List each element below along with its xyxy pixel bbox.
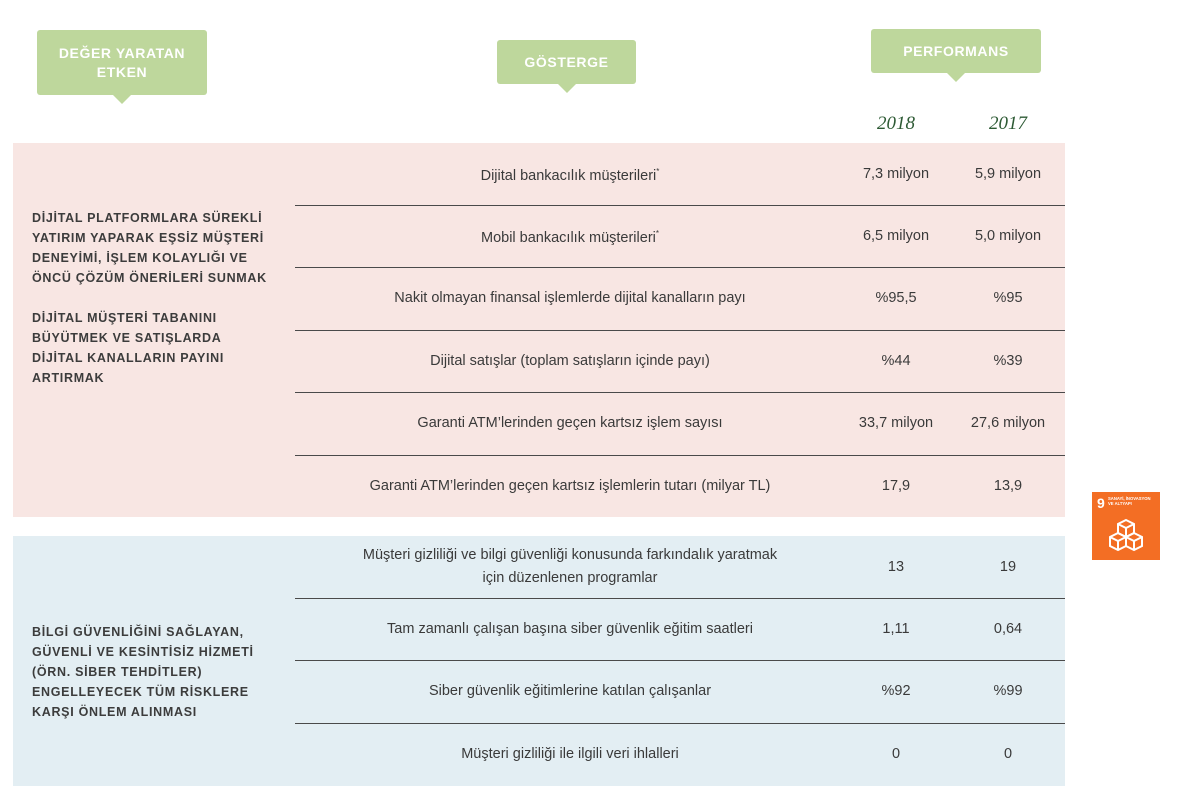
value-cell: %39 xyxy=(993,352,1023,369)
value-cell: 0 xyxy=(891,745,901,762)
table-row: Garanti ATM’lerinden geçen kartsız işlem… xyxy=(295,455,1065,517)
driver-line: ÖNCÜ ÇÖZÜM ÖNERİLERİ SUNMAK xyxy=(32,271,267,285)
indicator: Siber güvenlik eğitimlerine katılan çalı… xyxy=(428,683,712,700)
driver-line: GÜVENLİ VE KESİNTİSİZ HİZMETİ xyxy=(32,645,254,659)
table-row: Müşteri gizliliği ile ilgili veri ihlall… xyxy=(295,723,1065,785)
driver-line: ENGELLEYECEK TÜM RİSKLERE xyxy=(32,685,249,699)
value-cell: %92 xyxy=(881,683,911,700)
indicator: Müşteri gizliliği ile ilgili veri ihlall… xyxy=(461,745,679,762)
section: DİJİTAL PLATFORMLARA SÜREKLİ YATIRIM YAPA… xyxy=(13,143,1065,518)
indicator-text: Siber güvenlik eğitimlerine katılan çalı… xyxy=(429,680,711,703)
indicator: Mobil bankacılık müşterileri xyxy=(481,230,656,247)
indicator-cell: Nakit olmayan finansal işlemlerde dijita… xyxy=(335,268,805,330)
indicator: Tam zamanlı çalışan başına siber güvenli… xyxy=(387,620,753,637)
indicator-text: Nakit olmayan finansal işlemlerde dijita… xyxy=(394,287,745,310)
footnote-mark: * xyxy=(656,167,660,177)
table-row: Dijital bankacılık müşterileri* 7,3 milyo… xyxy=(295,143,1065,206)
indicator-text: Tam zamanlı çalışan başına siber güvenli… xyxy=(387,618,753,641)
driver-line: (ÖRN. SİBER TEHDİTLER) xyxy=(32,665,203,679)
driver-paragraph: BİLGİ GÜVENLİĞİNİ SAĞLAYAN, GÜVENLİ VE KE… xyxy=(32,622,254,722)
indicator-cell: Müşteri gizliliği ve bilgi güvenliği kon… xyxy=(335,536,805,598)
value-cell: 1,11 xyxy=(882,620,910,637)
value-cell: %95,5 xyxy=(875,290,917,307)
header-line: DEĞER YARATAN xyxy=(58,44,186,61)
value-cell: 5,0 milyon xyxy=(974,227,1042,244)
year: 2018 xyxy=(877,113,915,134)
indicator-header: GÖSTERGE xyxy=(497,40,636,93)
indicator-cell: Tam zamanlı çalışan başına siber güvenli… xyxy=(335,598,805,660)
table-row: Siber güvenlik eğitimlerine katılan çalı… xyxy=(295,661,1065,724)
value-cell: 17,9 xyxy=(881,477,911,494)
indicator: Dijital bankacılık müşterileri xyxy=(480,167,657,184)
driver-paragraph: DİJİTAL PLATFORMLARA SÜREKLİ YATIRIM YAPA… xyxy=(32,208,267,288)
indicator-cell: Müşteri gizliliği ile ilgili veri ihlall… xyxy=(335,723,805,785)
table-row: Mobil bankacılık müşterileri* 6,5 milyon 5… xyxy=(295,205,1065,269)
driver-line: ARTIRMAK xyxy=(32,371,105,385)
driver-line: BİLGİ GÜVENLİĞİNİ SAĞLAYAN, xyxy=(32,625,244,639)
table-row: Garanti ATM’lerinden geçen kartsız işlem… xyxy=(295,393,1065,456)
indicator-text: Garanti ATM’lerinden geçen kartsız işlem… xyxy=(417,412,722,435)
badge-graphic: 9 SANAYİ, İNOVASYON VE ALTYAPI xyxy=(1097,495,1151,552)
driver-header: DEĞER YARATAN ETKEN xyxy=(37,30,207,104)
value-cell: 6,5 milyon xyxy=(862,227,930,244)
value-cell: 7,3 milyon xyxy=(862,165,930,182)
value-cell: 33,7 milyon xyxy=(858,415,934,432)
header-line: ETKEN xyxy=(96,63,148,80)
value-cell: %95 xyxy=(993,290,1023,307)
table-row: Dijital satışlar (toplam satışların için… xyxy=(295,330,1065,394)
value-cell: 0 xyxy=(1003,745,1013,762)
indicator: Müşteri gizliliği ve bilgi güvenliği kon… xyxy=(362,547,778,586)
driver-line: YATIRIM YAPARAK EŞSİZ MÜŞTERİ xyxy=(32,231,264,245)
indicator-text: Dijital satışlar (toplam satışların için… xyxy=(430,350,710,373)
value-cell: 19 xyxy=(999,558,1017,575)
badge-number: 9 xyxy=(1097,495,1105,511)
badge-label: SANAYİ, İNOVASYON xyxy=(1108,496,1151,501)
indicator: Garanti ATM’lerinden geçen kartsız işlem… xyxy=(369,477,771,494)
value-cell: 13 xyxy=(887,558,905,575)
table-row: Tam zamanlı çalışan başına siber güvenli… xyxy=(295,598,1065,662)
indicator-text: Mobil bankacılık müşterileri* xyxy=(481,222,659,250)
indicator: Garanti ATM’lerinden geçen kartsız işlem… xyxy=(417,415,723,432)
indicator-text: Müşteri gizliliği ve bilgi güvenliği kon… xyxy=(360,544,780,590)
footnote-mark: * xyxy=(655,229,659,239)
year: 2017 xyxy=(989,113,1027,134)
value-driver: DİJİTAL PLATFORMLARA SÜREKLİ YATIRIM YAPA… xyxy=(32,208,267,408)
driver-line: DİJİTAL PLATFORMLARA SÜREKLİ xyxy=(32,211,263,225)
sdg-badge: 9 SANAYİ, İNOVASYON VE ALTYAPI xyxy=(1092,492,1160,560)
value-cell: %99 xyxy=(993,683,1023,700)
driver-line: DİJİTAL KANALLARIN PAYINI xyxy=(32,351,225,365)
badge-label: VE ALTYAPI xyxy=(1108,501,1132,506)
indicator-cell: Siber güvenlik eğitimlerine katılan çalı… xyxy=(335,661,805,723)
value-cell: 5,9 milyon xyxy=(974,165,1042,182)
table-row: Müşteri gizliliği ve bilgi güvenliği kon… xyxy=(295,536,1065,599)
indicator-text: Dijital bankacılık müşterileri* xyxy=(481,160,660,188)
driver-line: KARŞI ÖNLEM ALINMASI xyxy=(32,705,197,719)
driver-line: BÜYÜTMEK VE SATIŞLARDA xyxy=(32,331,222,345)
performance-header: PERFORMANS xyxy=(871,29,1041,82)
value-driver: BİLGİ GÜVENLİĞİNİ SAĞLAYAN, GÜVENLİ VE KE… xyxy=(32,622,254,742)
indicator: Dijital satışlar (toplam satışların için… xyxy=(430,352,710,369)
indicator-cell: Mobil bankacılık müşterileri* xyxy=(335,205,805,267)
cube-icon xyxy=(1109,518,1143,552)
value-cell: %44 xyxy=(881,352,911,369)
indicator-text: Müşteri gizliliği ile ilgili veri ihlall… xyxy=(461,743,679,766)
indicator-cell: Garanti ATM’lerinden geçen kartsız işlem… xyxy=(335,455,805,517)
driver-line: DİJİTAL MÜŞTERİ TABANINI xyxy=(32,311,217,325)
section: BİLGİ GÜVENLİĞİNİ SAĞLAYAN, GÜVENLİ VE KE… xyxy=(13,536,1065,786)
value-cell: 0,64 xyxy=(993,620,1023,637)
indicator-cell: Garanti ATM’lerinden geçen kartsız işlem… xyxy=(335,393,805,455)
table-row: Nakit olmayan finansal işlemlerde dijita… xyxy=(295,268,1065,331)
driver-paragraph: DİJİTAL MÜŞTERİ TABANINI BÜYÜTMEK VE SATI… xyxy=(32,308,267,388)
driver-line: DENEYİMİ, İŞLEM KOLAYLIĞI VE xyxy=(32,251,248,265)
indicator: Nakit olmayan finansal işlemlerde dijita… xyxy=(394,290,746,307)
indicator-cell: Dijital bankacılık müşterileri* xyxy=(335,143,805,205)
value-cell: 27,6 milyon xyxy=(970,415,1046,432)
indicator-text: Garanti ATM’lerinden geçen kartsız işlem… xyxy=(370,475,771,498)
indicator-cell: Dijital satışlar (toplam satışların için… xyxy=(335,330,805,392)
value-cell: 13,9 xyxy=(993,477,1023,494)
